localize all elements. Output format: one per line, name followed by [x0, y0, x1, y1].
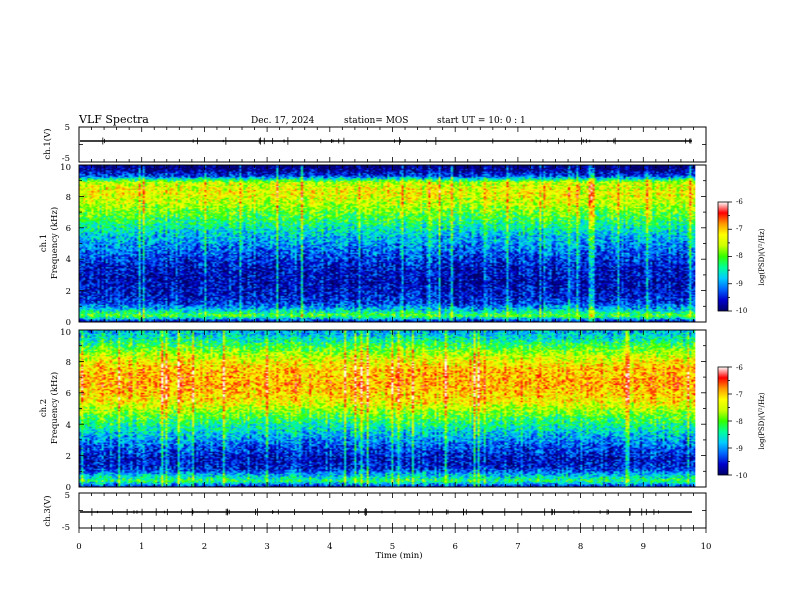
- x-tick-label: 6: [452, 542, 457, 552]
- ch3-waveform-spikes: [91, 508, 659, 516]
- ch2-spectrogram-image: [79, 330, 696, 487]
- ch2-ytick: 8: [66, 358, 71, 368]
- x-tick-label: 10: [701, 542, 712, 552]
- ch2-colorbar: -6 -7 -8 -9 -10 log(PSD)(V²/Hz): [717, 364, 766, 480]
- x-axis-label: Time (min): [375, 550, 422, 561]
- ch2-spectrogram-ylabel-channel: ch.2: [39, 399, 49, 417]
- spectrogram-heatmap: [79, 330, 696, 487]
- x-tick-label: 5: [390, 542, 395, 552]
- ch3-ytick-bottom: -5: [62, 523, 70, 533]
- x-tick-label: 0: [76, 542, 81, 552]
- ch3-waveform-ylabel: ch.3(V): [42, 495, 53, 526]
- x-tick-label: 9: [641, 542, 646, 552]
- ch1-spectrogram-image: [79, 165, 696, 322]
- figure-title: VLF Spectra: [78, 113, 149, 126]
- ch2-colorbar-tick-label: -10: [736, 472, 747, 480]
- start-time-text: start UT = 10: 0 : 1: [437, 116, 526, 126]
- ch2-yticks: 0 2 4 6 8 10: [60, 328, 71, 493]
- ch1-ytick-bottom: -5: [62, 154, 70, 164]
- date-text: Dec. 17, 2024: [251, 116, 315, 126]
- x-tick-label: 3: [264, 542, 269, 552]
- spectrogram-heatmap: [79, 165, 696, 322]
- ch1-spectrogram-ylabel-channel: ch.1: [39, 234, 49, 252]
- ch2-colorbar-tick-label: -8: [736, 418, 743, 426]
- ch2-colorbar-tick-label: -9: [736, 445, 743, 453]
- ch2-colorbar-gradient: [717, 366, 729, 476]
- x-tick-label: 1: [139, 542, 144, 552]
- ch1-spectrogram-ylabel: Frequency (kHz): [49, 207, 60, 279]
- ch1-ytick: 10: [60, 163, 71, 173]
- ch2-ytick: 0: [66, 483, 71, 493]
- axis-tick-marks: [78, 126, 707, 533]
- ch1-waveform-ylabel: ch.1(V): [42, 128, 53, 159]
- station-text: station= MOS: [344, 116, 408, 126]
- ch2-ytick: 6: [66, 389, 71, 399]
- x-tick-label: 2: [202, 542, 207, 552]
- ch1-ytick: 4: [66, 255, 71, 265]
- ch1-colorbar-tick-label: -6: [736, 198, 743, 206]
- ch1-colorbar-tick-label: -7: [736, 225, 743, 233]
- ch1-ytick: 2: [66, 287, 71, 297]
- ch1-colorbar-tick-label: -9: [736, 280, 743, 288]
- ch1-ytick: 6: [66, 224, 71, 234]
- ch2-colorbar-tick-label: -7: [736, 391, 743, 399]
- ch1-yticks: 0 2 4 6 8 10: [60, 163, 71, 328]
- x-tick-labels: 0 1 2 3 4 5 6 7 8 9 10: [76, 542, 711, 552]
- x-tick-label: 8: [578, 542, 583, 552]
- ch1-colorbar-tick-label: -8: [736, 252, 743, 260]
- ch1-ytick: 8: [66, 193, 71, 203]
- ch1-colorbar-tick-label: -10: [736, 307, 747, 315]
- ch1-colorbar: -6 -7 -8 -9 -10 log(PSD)(V²/Hz): [717, 198, 766, 315]
- ch3-ytick-top: 5: [65, 491, 70, 501]
- ch2-spectrogram-ylabel: Frequency (kHz): [49, 372, 60, 444]
- ch3-waveform-frame: [78, 492, 707, 529]
- ch2-ytick: 4: [66, 421, 71, 431]
- ch1-ytick: 0: [66, 318, 71, 328]
- ch2-colorbar-ticks: [728, 366, 732, 476]
- ch1-ytick-top: 5: [65, 123, 70, 133]
- ch2-ytick: 2: [66, 452, 71, 462]
- ch1-waveform-spikes: [102, 137, 692, 145]
- ch1-colorbar-ticks: [728, 201, 732, 312]
- ch2-colorbar-tick-label: -6: [736, 364, 743, 372]
- ch1-colorbar-gradient: [717, 201, 729, 312]
- x-tick-label: 7: [515, 542, 520, 552]
- ch1-waveform-frame: [78, 126, 707, 163]
- ch2-colorbar-label: log(PSD)(V²/Hz): [758, 392, 766, 449]
- ch1-colorbar-label: log(PSD)(V²/Hz): [758, 228, 766, 285]
- x-tick-label: 4: [327, 542, 332, 552]
- ch2-ytick: 10: [60, 328, 71, 338]
